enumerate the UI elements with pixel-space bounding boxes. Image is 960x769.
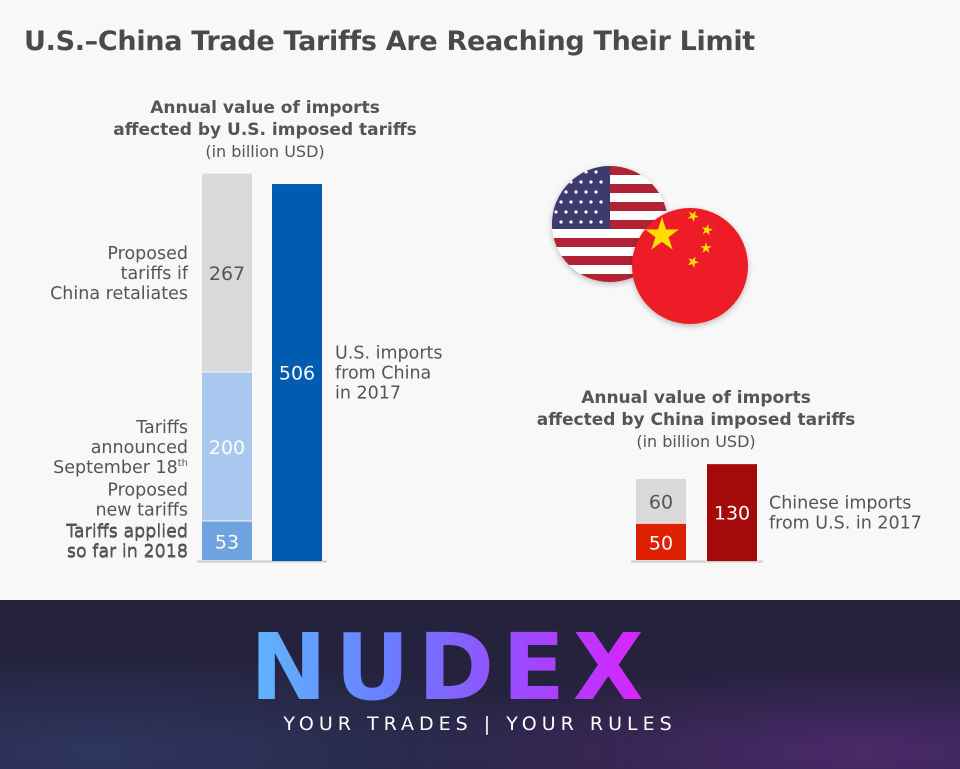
segment-label: September 18th [53,458,188,478]
us-flag-icon [552,166,668,282]
segment-label: Tariffs [135,418,188,438]
bar-segment [202,372,252,521]
bar-segment [636,523,686,560]
chart-title-line: (in billion USD) [205,142,324,161]
segment-label: tariffs if [121,264,189,284]
segment-label: Tariffs applied [65,522,188,542]
nudex-logo: NUDEX [250,614,652,721]
data-label: 60 [649,491,673,513]
nudex-banner [0,600,960,769]
bar-label: U.S. imports [335,344,443,364]
chart-title-line: (in billion USD) [636,432,755,451]
data-label: 50 [649,532,673,554]
data-label: 130 [714,503,750,525]
segment-label: Tariffs applied [65,521,188,541]
bar-label: from China [335,364,431,384]
segment-label: so far in 2018 [67,542,188,562]
bar-label: Chinese imports [769,494,911,514]
bar-label: from U.S. in 2017 [769,514,922,534]
page-title: U.S.–China Trade Tariffs Are Reaching Th… [24,26,755,57]
bar-segment [202,521,252,560]
bar-segment [202,173,252,372]
chart-title-line: affected by China imposed tariffs [537,410,855,430]
segment-label: new tariffs [95,500,188,520]
chart-title-line: Annual value of imports [150,98,380,118]
segment-label: so far in 2018 [67,541,188,561]
segment-label: Proposed [107,480,188,500]
data-label: 267 [209,263,245,285]
segment-label: Proposed [107,244,188,264]
china-flag-icon [632,208,748,324]
bar-label: in 2017 [335,384,401,404]
bar-segment [272,184,322,561]
bar-segment [707,464,757,561]
data-label: 200 [209,437,245,459]
chart-title-line: affected by U.S. imposed tariffs [113,120,416,140]
nudex-tagline: YOUR TRADES | YOUR RULES [283,713,677,735]
data-label: 53 [215,531,239,553]
chart-title-line: Annual value of imports [581,388,811,408]
bar-segment [636,479,686,523]
segment-label: China retaliates [50,284,188,304]
segment-label: announced [91,438,188,458]
data-label: 506 [279,363,315,385]
